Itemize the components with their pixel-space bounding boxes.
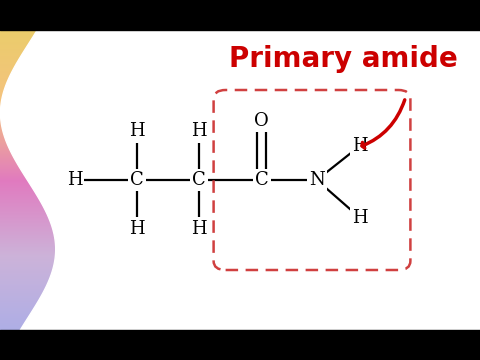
Text: C: C: [192, 171, 206, 189]
Text: C: C: [255, 171, 268, 189]
Text: H: H: [129, 220, 144, 238]
Text: H: H: [192, 220, 207, 238]
Text: O: O: [254, 112, 269, 130]
Text: H: H: [352, 209, 368, 227]
Text: Primary amide: Primary amide: [229, 45, 457, 73]
Text: N: N: [309, 171, 324, 189]
Text: H: H: [192, 122, 207, 140]
Text: H: H: [67, 171, 82, 189]
Text: H: H: [352, 137, 368, 155]
Text: H: H: [129, 122, 144, 140]
Text: C: C: [130, 171, 144, 189]
